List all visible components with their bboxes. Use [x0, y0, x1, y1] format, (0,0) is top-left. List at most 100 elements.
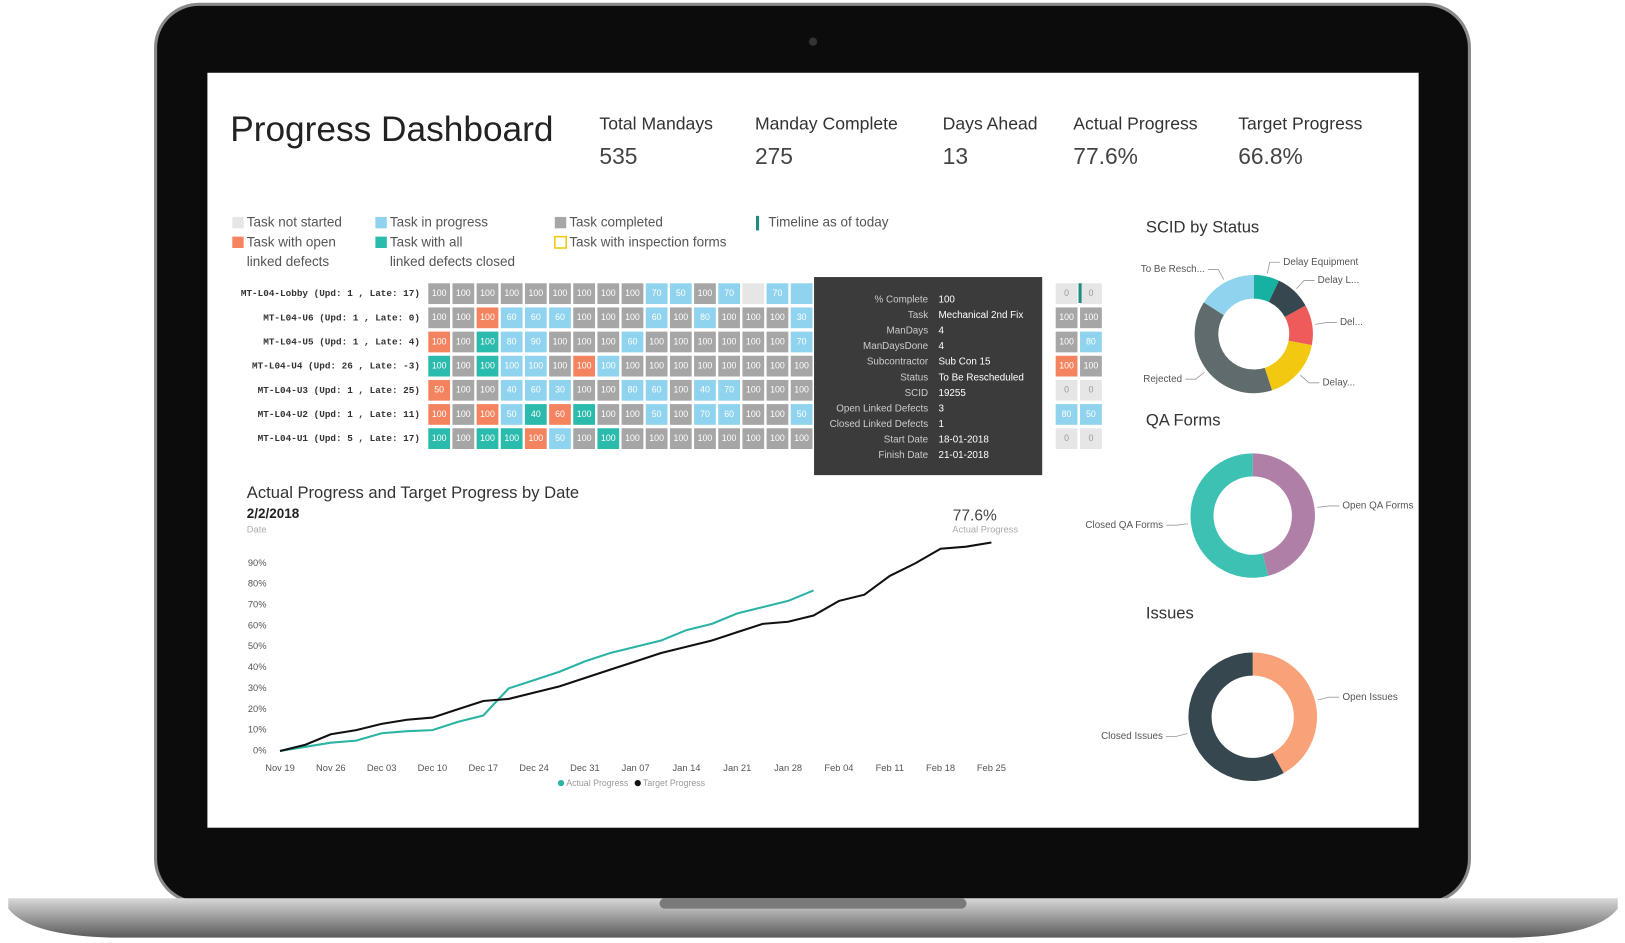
- task-cell: [645, 307, 668, 329]
- cell-value: 100: [480, 360, 495, 370]
- cell-value: 0: [1064, 433, 1069, 443]
- task-cell: [500, 428, 523, 449]
- task-cell: [790, 283, 813, 305]
- task-cell: [694, 283, 716, 305]
- task-cell: [669, 331, 692, 353]
- screen: [207, 72, 1419, 828]
- tooltip-label: Task: [908, 310, 928, 321]
- cell-value: 100: [601, 409, 616, 419]
- task-cell: [645, 428, 668, 449]
- x-tick-label: Jan 28: [774, 763, 802, 773]
- task-cell: [718, 404, 741, 425]
- cell-value: 30: [797, 312, 807, 322]
- task-cell: [500, 404, 523, 425]
- cell-value: 90: [531, 336, 541, 346]
- kpi-label: Actual Progress: [1073, 113, 1197, 133]
- x-tick-label: Nov 19: [265, 763, 295, 773]
- y-tick-label: 80%: [248, 579, 267, 589]
- task-cell: [1080, 331, 1102, 353]
- task-cell: [1080, 355, 1102, 377]
- cell-value: 30: [555, 385, 565, 395]
- tooltip-value: 3: [938, 403, 944, 414]
- task-cell: [645, 404, 668, 425]
- task-cell: [645, 379, 668, 401]
- x-tick-label: Feb 18: [926, 763, 955, 773]
- cell-value: 70: [797, 336, 807, 346]
- task-cell: [476, 331, 499, 353]
- task-cell: [1080, 307, 1102, 329]
- task-cell: [476, 379, 499, 401]
- task-cell: [500, 331, 523, 353]
- legend-label: linked defects closed: [390, 254, 515, 269]
- cell-value: 100: [504, 288, 519, 298]
- cell-value: 100: [480, 312, 495, 322]
- x-tick-label: Dec 31: [570, 763, 600, 773]
- legend-swatch: [755, 215, 760, 231]
- task-cell: [524, 404, 547, 425]
- task-cell: [669, 283, 692, 305]
- kpi-value: 535: [599, 143, 637, 169]
- task-cell: [645, 355, 668, 377]
- cell-value: 100: [746, 409, 761, 419]
- cell-value: 100: [673, 409, 688, 419]
- task-cell: [597, 404, 620, 425]
- cell-value: 80: [507, 336, 517, 346]
- cell-value: 50: [434, 385, 444, 395]
- cell-value: 100: [625, 360, 640, 370]
- task-cell: [428, 307, 451, 329]
- cell-value: 100: [649, 360, 664, 370]
- leader-line: [1166, 733, 1188, 737]
- task-cell: [476, 404, 499, 425]
- legend-swatch: [232, 236, 244, 249]
- cell-value: 50: [555, 433, 565, 443]
- task-cell: [790, 379, 813, 401]
- cell-value: 100: [577, 336, 592, 346]
- task-cell: [766, 307, 789, 329]
- tooltip-value: 4: [938, 326, 944, 337]
- cell-value: 100: [673, 360, 688, 370]
- task-cell: [524, 307, 547, 329]
- legend-dot: [634, 780, 641, 787]
- legend-label: Task with open: [247, 234, 336, 249]
- task-cell: [718, 428, 741, 449]
- task-cell: [766, 404, 789, 425]
- task-cell: [1055, 428, 1078, 449]
- cell-value: 100: [625, 312, 640, 322]
- cell-value: 50: [652, 409, 662, 419]
- cell-value: 100: [528, 433, 543, 443]
- cell-value: 100: [722, 360, 737, 370]
- task-cell: [694, 404, 716, 425]
- legend-label: Task completed: [569, 215, 663, 230]
- cell-value: 100: [746, 360, 761, 370]
- cell-value: 100: [456, 385, 471, 395]
- task-cell: [549, 428, 571, 449]
- tooltip-label: Open Linked Defects: [836, 403, 928, 414]
- cell-value: 100: [432, 336, 447, 346]
- legend-label: Actual Progress: [566, 778, 629, 788]
- kpi-label: Total Mandays: [599, 113, 713, 133]
- cell-value: 60: [652, 385, 662, 395]
- cell-value: 100: [722, 336, 737, 346]
- cell-value: 100: [480, 385, 495, 395]
- cell-value: 100: [770, 312, 785, 322]
- legend-label: linked defects: [247, 254, 330, 269]
- task-cell: [742, 428, 765, 449]
- cell-value: 100: [746, 336, 761, 346]
- tooltip-label: Closed Linked Defects: [830, 419, 929, 430]
- tooltip-value: To Be Rescheduled: [938, 372, 1023, 383]
- donut-slice: [1264, 340, 1312, 391]
- cell-value: 100: [625, 288, 640, 298]
- task-cell: [452, 283, 475, 305]
- slice-label: Rejected: [1143, 374, 1182, 385]
- cell-value: 100: [722, 312, 737, 322]
- leader-line: [1317, 505, 1340, 508]
- task-cell: [669, 307, 692, 329]
- task-cell: [766, 428, 789, 449]
- cell-value: 100: [1084, 312, 1099, 322]
- timeline-marker: [1078, 283, 1082, 303]
- chart-title: Actual Progress and Target Progress by D…: [247, 483, 579, 502]
- cell-value: 100: [577, 360, 592, 370]
- cell-value: 100: [673, 312, 688, 322]
- cell-value: 100: [601, 336, 616, 346]
